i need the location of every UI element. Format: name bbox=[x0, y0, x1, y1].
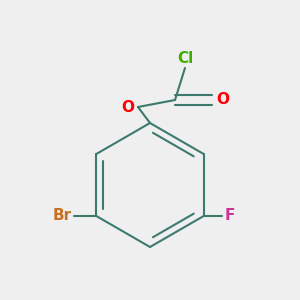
Text: F: F bbox=[225, 208, 235, 224]
Text: Cl: Cl bbox=[177, 51, 193, 66]
Text: Br: Br bbox=[52, 208, 71, 224]
Text: O: O bbox=[121, 100, 134, 115]
Text: O: O bbox=[216, 92, 229, 107]
